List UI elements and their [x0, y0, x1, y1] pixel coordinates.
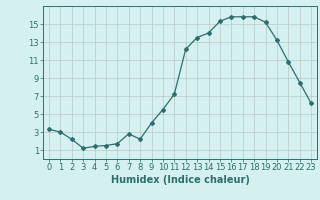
X-axis label: Humidex (Indice chaleur): Humidex (Indice chaleur)	[111, 175, 249, 185]
